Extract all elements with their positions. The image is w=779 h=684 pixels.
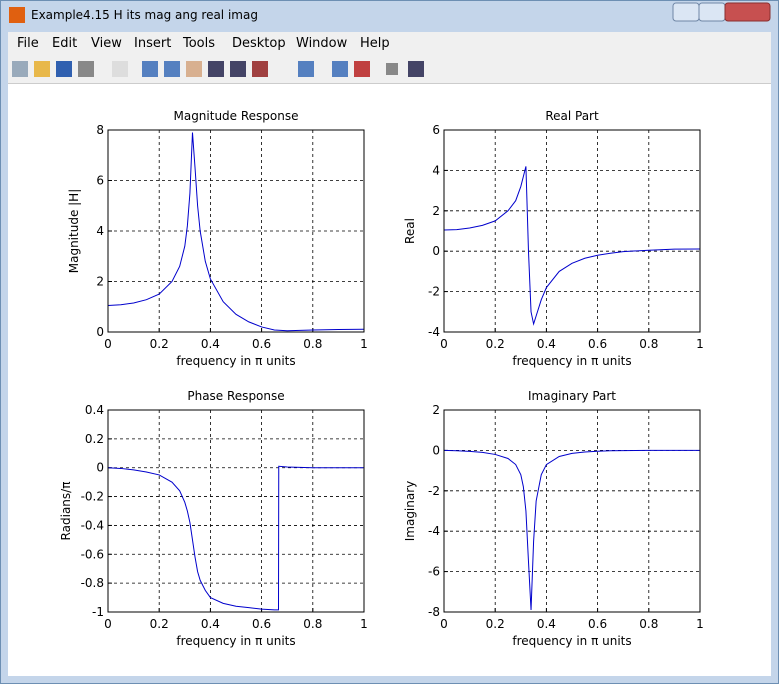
- menu-item[interactable]: Insert: [134, 36, 172, 51]
- app-icon: [9, 7, 25, 23]
- y-tick-label: 2: [432, 403, 440, 417]
- x-tick-label: 0: [440, 617, 448, 631]
- y-tick-label: -0.6: [81, 547, 104, 561]
- menu-item[interactable]: Tools: [183, 36, 216, 51]
- y-tick-label: 4: [96, 224, 104, 238]
- menu-bar: File Edit View Insert Tools Desktop Window Help: [8, 32, 771, 55]
- chart-title: Real Part: [545, 109, 599, 123]
- axes-box: [107, 129, 365, 333]
- x-tick-label: 0.4: [201, 617, 220, 631]
- chart-title: Phase Response: [187, 389, 284, 403]
- y-axis-label: Magnitude |H|: [67, 189, 81, 274]
- y-tick-label: -0.2: [81, 490, 104, 504]
- x-tick-label: 0.6: [252, 337, 271, 351]
- axes-box: [107, 409, 365, 613]
- x-tick-label: 0.2: [150, 337, 169, 351]
- x-tick-label: 0.2: [486, 617, 505, 631]
- x-tick-label: 1: [696, 337, 704, 351]
- x-tick-label: 0.8: [639, 337, 658, 351]
- y-tick-label: 2: [96, 275, 104, 289]
- chart-title: Magnitude Response: [173, 109, 298, 123]
- window-title: Example4.15 H its mag ang real imag: [31, 8, 258, 22]
- y-tick-label: -8: [428, 605, 440, 619]
- menu-item[interactable]: Window: [296, 36, 348, 51]
- x-axis-label: frequency in π units: [512, 634, 631, 648]
- data-line: [107, 132, 365, 332]
- axes-box: [443, 409, 701, 613]
- y-tick-label: 0: [96, 325, 104, 339]
- y-tick-label: -4: [428, 325, 440, 339]
- x-tick-label: 0.6: [588, 617, 607, 631]
- y-tick-label: 0: [96, 461, 104, 475]
- axes-background: [108, 410, 364, 612]
- menu-item[interactable]: File: [17, 36, 39, 51]
- axes-box: [443, 129, 701, 333]
- y-tick-label: 8: [96, 123, 104, 137]
- x-tick-label: 0.4: [537, 337, 556, 351]
- figure-area: 0 0.2 0.4 0.6 0.8 1 0 2 4 6 8 Magnitude Response fre…: [8, 84, 771, 676]
- chart-title: Imaginary Part: [528, 389, 616, 403]
- y-tick-label: -2: [428, 285, 440, 299]
- x-axis-label: frequency in π units: [512, 354, 631, 368]
- title-bar-graphics: [9, 2, 771, 23]
- y-tick-label: 6: [96, 174, 104, 188]
- x-tick-label: 0.2: [486, 337, 505, 351]
- y-tick-label: -4: [428, 524, 440, 538]
- x-tick-label: 0.8: [303, 617, 322, 631]
- axes-background: [444, 130, 700, 332]
- x-tick-label: 0: [440, 337, 448, 351]
- y-tick-label: 0: [432, 443, 440, 457]
- axes-background: [444, 410, 700, 612]
- menu-item[interactable]: Desktop: [232, 36, 286, 51]
- y-axis-label: Imaginary: [403, 481, 417, 542]
- x-tick-label: 0: [104, 337, 112, 351]
- y-tick-label: 4: [432, 163, 440, 177]
- tool-icons[interactable]: [12, 61, 424, 77]
- y-tick-label: -6: [428, 565, 440, 579]
- y-tick-label: -2: [428, 484, 440, 498]
- data-line: [443, 449, 700, 611]
- data-line: [443, 166, 701, 326]
- y-tick-label: 6: [432, 123, 440, 137]
- minimize-button[interactable]: [672, 2, 700, 22]
- x-axis-label: frequency in π units: [176, 634, 295, 648]
- title-bar: Example4.15 H its mag ang real imag: [1, 1, 778, 31]
- y-tick-label: 0: [432, 244, 440, 258]
- x-tick-label: 0.2: [150, 617, 169, 631]
- x-tick-label: 1: [696, 617, 704, 631]
- x-tick-label: 0.8: [303, 337, 322, 351]
- x-tick-label: 0.6: [252, 617, 271, 631]
- y-tick-label: -0.8: [81, 576, 104, 590]
- y-tick-label: 0.2: [85, 432, 104, 446]
- x-tick-label: 0: [104, 617, 112, 631]
- x-tick-label: 0.4: [201, 337, 220, 351]
- maximize-button[interactable]: [698, 2, 726, 22]
- x-tick-label: 0.6: [588, 337, 607, 351]
- toolbar-icons: [12, 61, 424, 77]
- y-tick-label: 2: [432, 204, 440, 218]
- x-tick-label: 1: [360, 617, 368, 631]
- menu-item[interactable]: Edit: [52, 36, 78, 51]
- y-tick-label: -1: [92, 605, 104, 619]
- data-line: [107, 465, 364, 611]
- y-axis-label: Radians/π: [59, 482, 73, 541]
- y-tick-label: -0.4: [81, 518, 104, 532]
- menu-item[interactable]: Help: [360, 36, 390, 51]
- x-tick-label: 0.4: [537, 617, 556, 631]
- x-tick-label: 1: [360, 337, 368, 351]
- y-axis-label: Real: [403, 218, 417, 244]
- x-tick-label: 0.8: [639, 617, 658, 631]
- menu-item[interactable]: View: [91, 36, 122, 51]
- x-axis-label: frequency in π units: [176, 354, 295, 368]
- y-tick-label: 0.4: [85, 403, 104, 417]
- toolbar: [8, 55, 771, 84]
- figure: 0 0.2 0.4 0.6 0.8 1 0 2 4 6 8 Magnitude Response fre…: [59, 109, 704, 648]
- close-button[interactable]: [724, 2, 771, 22]
